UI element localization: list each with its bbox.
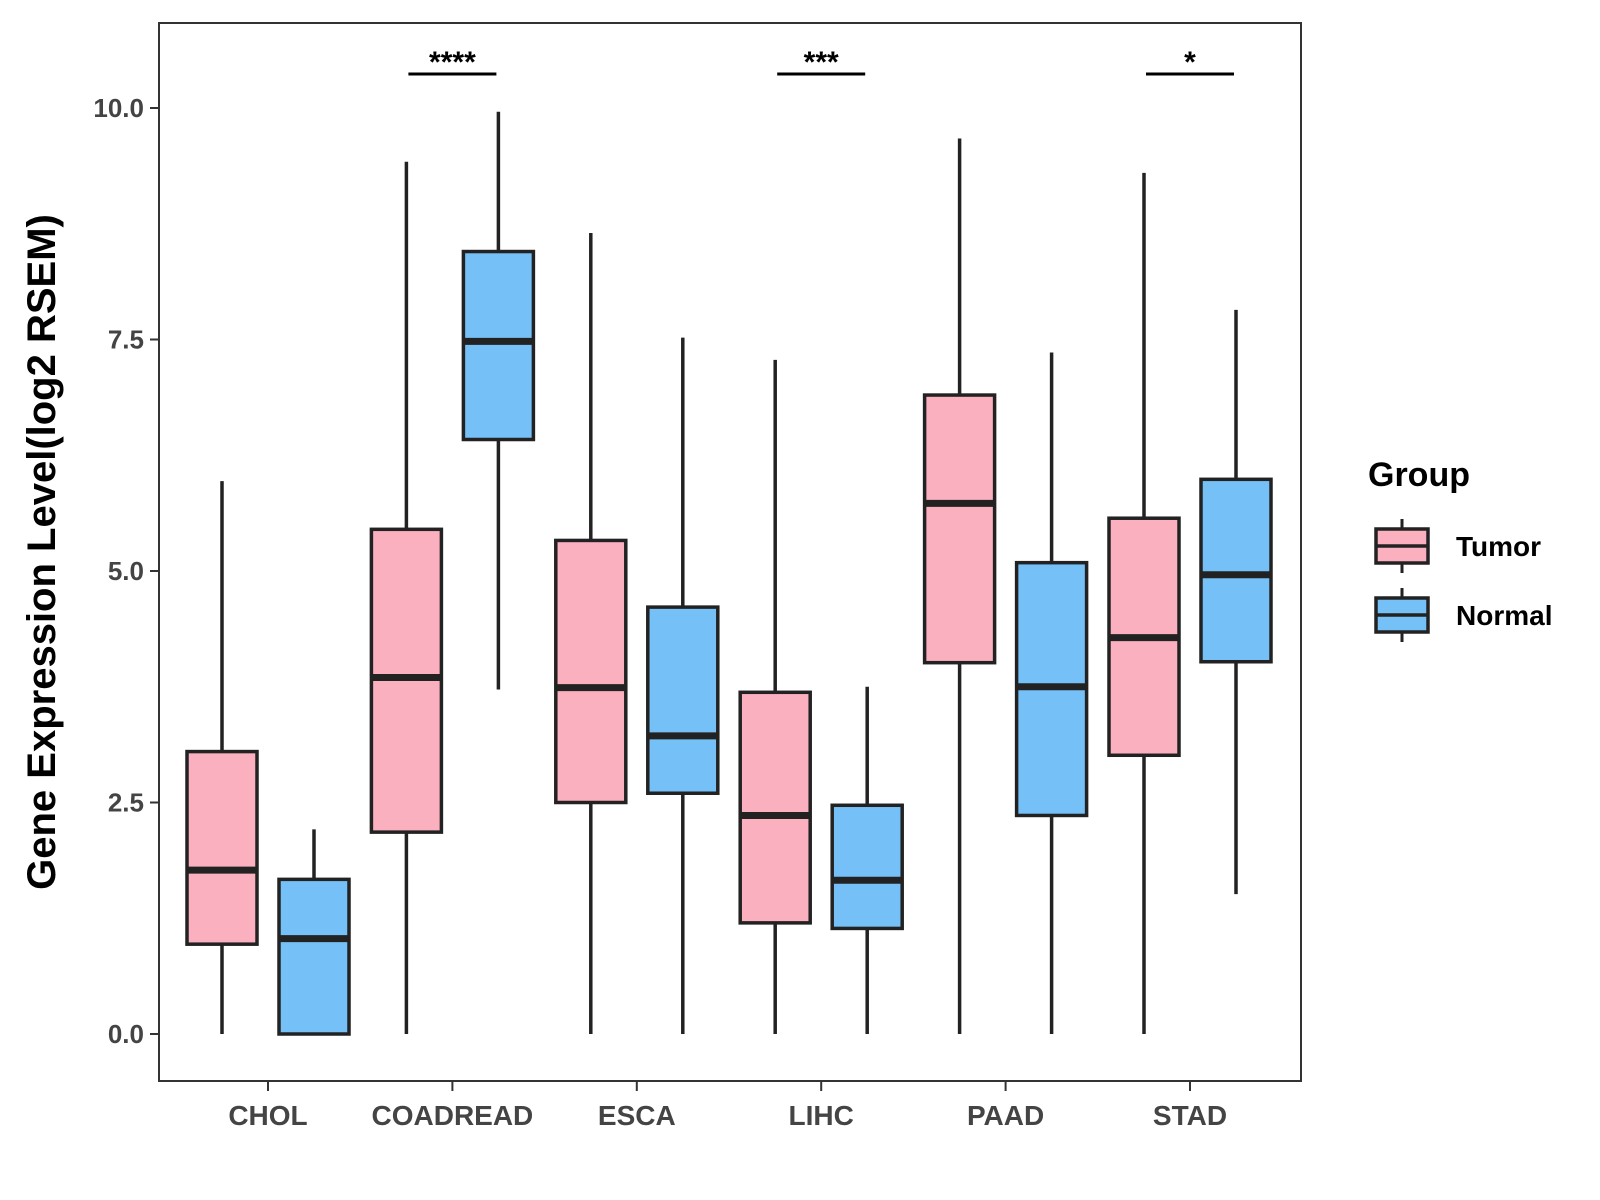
box-normal-coadread [461, 111, 536, 690]
box-tumor-chol [185, 481, 259, 1034]
box-normal-paad [1014, 352, 1089, 1034]
legend-title: Group [1368, 456, 1470, 494]
box-iqr [461, 249, 536, 442]
box-normal-stad [1199, 309, 1273, 895]
x-tick-label: COADREAD [372, 1100, 534, 1131]
box-tumor-lihc [738, 359, 812, 1034]
x-tick-label: ESCA [598, 1100, 676, 1131]
box-iqr [922, 393, 997, 665]
y-axis: 0.0 2.5 5.0 7.5 10.0 [93, 93, 159, 1049]
y-tick-label: 10.0 [93, 93, 144, 123]
x-tick-label: PAAD [967, 1100, 1044, 1131]
significance-label: *** [804, 46, 839, 79]
y-tick-label: 0.0 [108, 1019, 144, 1049]
box-iqr [646, 605, 720, 795]
significance-annotations: **** *** * [408, 46, 1234, 79]
significance-label: * [1184, 46, 1196, 79]
x-tick-label: STAD [1153, 1100, 1227, 1131]
legend-item-normal: Normal [1374, 588, 1552, 642]
box-normal-lihc [830, 686, 904, 1034]
y-tick-label: 2.5 [108, 788, 144, 818]
y-tick-label: 7.5 [108, 325, 144, 355]
legend-item-tumor: Tumor [1374, 519, 1541, 573]
box-normal-esca [646, 337, 720, 1034]
box-tumor-esca [554, 233, 628, 1034]
box-iqr [554, 538, 628, 805]
box-series [185, 111, 1273, 1036]
box-iqr [277, 877, 351, 1036]
box-tumor-stad [1107, 172, 1181, 1034]
x-axis: CHOL COADREAD ESCA LIHC PAAD STAD [228, 1081, 1227, 1131]
box-iqr [185, 749, 259, 946]
y-tick-label: 5.0 [108, 556, 144, 586]
box-tumor-paad [922, 138, 997, 1034]
legend-label: Tumor [1456, 531, 1541, 562]
legend-label: Normal [1456, 600, 1552, 631]
box-iqr [1199, 477, 1273, 664]
x-tick-label: LIHC [789, 1100, 854, 1131]
box-iqr [738, 690, 812, 925]
box-normal-chol [277, 829, 351, 1036]
box-tumor-coadread [369, 161, 444, 1034]
significance-label: **** [429, 46, 476, 79]
x-tick-label: CHOL [228, 1100, 307, 1131]
legend: Group Tumor Normal [1368, 456, 1552, 642]
y-axis-title: Gene Expression Level(log2 RSEM) [20, 214, 64, 890]
box-iqr [830, 803, 904, 931]
